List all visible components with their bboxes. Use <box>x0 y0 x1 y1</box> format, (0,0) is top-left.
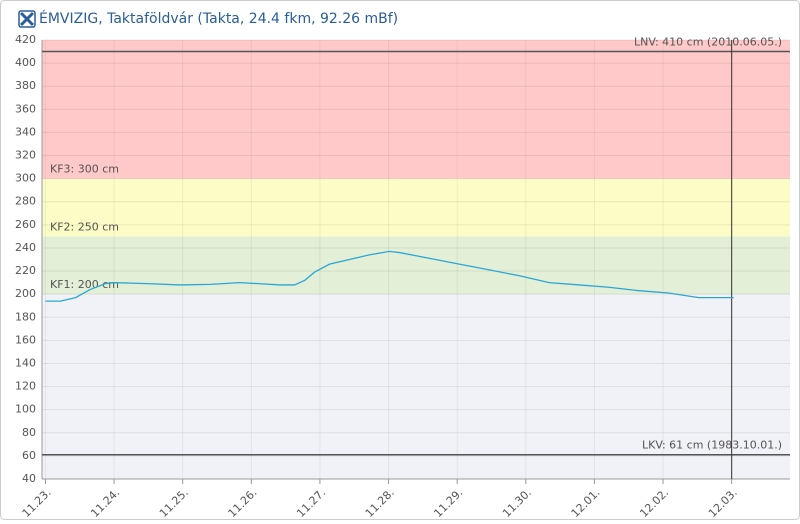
y-tick-label: 200 <box>15 287 36 300</box>
y-tick-label: 80 <box>22 426 36 439</box>
y-tick-label: 220 <box>15 264 36 277</box>
threshold-label: LNV: 410 cm (2010.06.05.) <box>634 36 782 49</box>
y-tick-label: 60 <box>22 449 36 462</box>
threshold-label: KF1: 200 cm <box>50 278 119 291</box>
y-tick-label: 160 <box>15 333 36 346</box>
y-tick-label: 400 <box>15 56 36 69</box>
series-line <box>45 250 734 302</box>
y-tick-label: 300 <box>15 172 36 185</box>
y-tick-label: 420 <box>15 33 36 46</box>
y-tick-label: 380 <box>15 79 36 92</box>
y-tick-label: 360 <box>15 102 36 115</box>
y-tick-label: 320 <box>15 149 36 162</box>
y-tick-label: 140 <box>15 356 36 369</box>
band <box>42 178 790 237</box>
threshold-label: LKV: 61 cm (1983.10.01.) <box>642 439 782 452</box>
band <box>42 294 790 479</box>
y-tick-label: 240 <box>15 241 36 254</box>
y-tick-label: 340 <box>15 125 36 138</box>
y-tick-label: 40 <box>22 472 36 485</box>
logo <box>18 10 36 28</box>
y-tick-label: 100 <box>15 403 36 416</box>
band <box>42 40 790 179</box>
y-tick-label: 180 <box>15 310 36 323</box>
y-tick-label: 260 <box>15 218 36 231</box>
band <box>42 236 790 295</box>
threshold-label: KF3: 300 cm <box>50 163 119 176</box>
y-tick-label: 280 <box>15 195 36 208</box>
threshold-label: KF2: 250 cm <box>50 220 119 233</box>
chart-title: ÉMVIZIG, Taktaföldvár (Takta, 24.4 fkm, … <box>39 10 398 27</box>
y-tick-label: 120 <box>15 380 36 393</box>
